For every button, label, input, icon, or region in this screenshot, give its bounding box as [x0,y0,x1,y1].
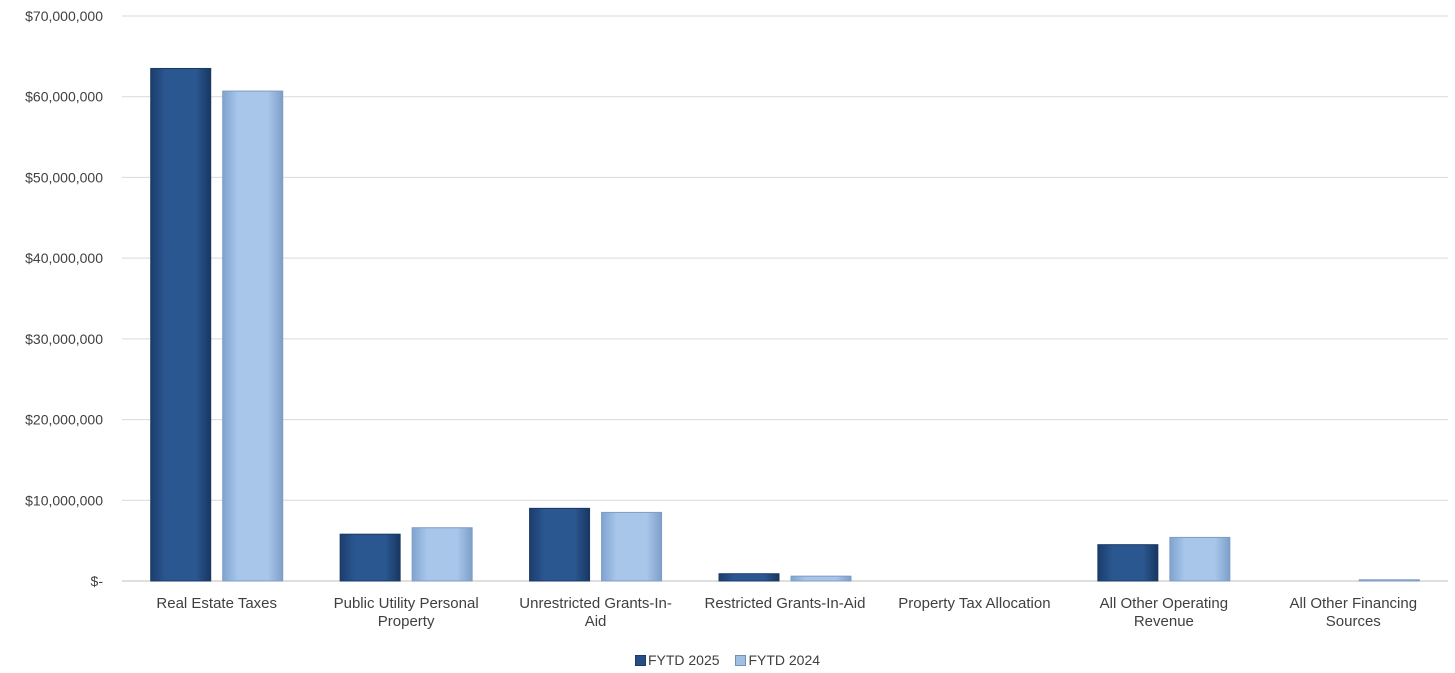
legend-item-fytd-2024: FYTD 2024 [735,652,820,668]
y-tick-label: $70,000,000 [25,8,103,24]
y-tick-label: $40,000,000 [25,250,103,266]
y-tick-label: $20,000,000 [25,412,103,428]
x-category-label: Property Tax Allocation [898,595,1050,612]
legend-swatch-fytd-2024 [735,654,747,666]
gridlines [122,15,1448,582]
bar-fytd-2024 [411,527,473,582]
bar-fytd-2024 [1169,536,1231,582]
bar-fytd-2025 [1097,544,1159,582]
y-tick-label: $10,000,000 [25,492,103,508]
legend-item-fytd-2025: FYTD 2025 [634,652,720,668]
y-tick-label: $60,000,000 [25,89,103,105]
y-tick-label: $50,000,000 [25,169,103,185]
legend-label-fytd-2024: FYTD 2024 [748,652,821,668]
bar-fytd-2024 [601,511,663,582]
x-category-label: All Other Financing Sources [1290,595,1418,630]
x-category-label: Unrestricted Grants-In-Aid [519,595,672,630]
bar-fytd-2024 [222,90,284,582]
x-category-label: All Other Operating Revenue [1100,595,1228,630]
bar-fytd-2024 [790,575,852,582]
y-tick-label: $- [91,573,104,589]
bar-fytd-2025 [529,507,591,582]
y-tick-label: $30,000,000 [25,331,103,347]
x-category-label: Public Utility Personal Property [334,595,479,630]
y-axis-tick-labels: $70,000,000 $60,000,000 $50,000,000 $40,000… [25,8,103,589]
bar-fytd-2025 [718,573,780,582]
x-axis-category-labels: Real Estate Taxes Public Utility Personal… [156,595,1417,630]
bar-chart: $70,000,000 $60,000,000 $50,000,000 $40,000… [25,8,1448,630]
bar-fytd-2025 [150,67,212,582]
legend-label-fytd-2025: FYTD 2025 [647,652,720,668]
legend: FYTD 2025 FYTD 2024 [0,652,1455,669]
bar-fytd-2025 [339,533,401,582]
bar-fytd-2024 [1358,579,1420,582]
x-category-label: Restricted Grants-In-Aid [705,595,866,612]
x-category-label: Real Estate Taxes [156,595,277,612]
bars [150,67,1420,582]
legend-swatch-fytd-2025 [634,654,646,666]
